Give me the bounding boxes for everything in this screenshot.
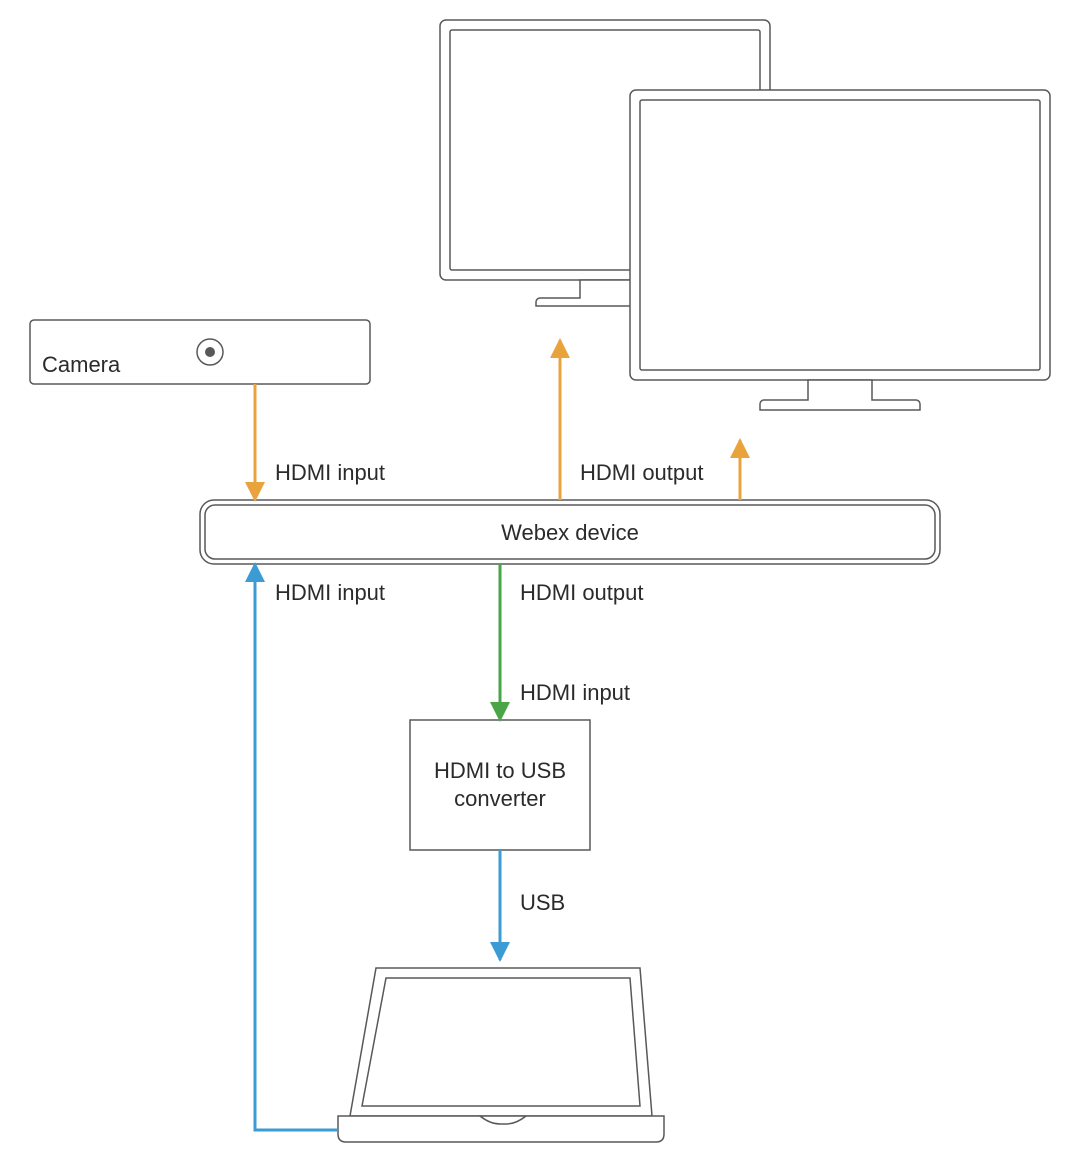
edge-label-webex-to-conv: HDMI output xyxy=(520,580,644,605)
edge-label-webex-to-mon1: HDMI output xyxy=(580,460,704,485)
edge-label-laptop-to-webex: HDMI input xyxy=(275,580,385,605)
camera-label: Camera xyxy=(42,352,121,377)
edge-label-cam-to-webex: HDMI input xyxy=(275,460,385,485)
webex-device-node: Webex device xyxy=(200,500,940,564)
edge-label-conv-hdmi-in: HDMI input xyxy=(520,680,630,705)
webex-device-label: Webex device xyxy=(501,520,639,545)
converter-label-2: converter xyxy=(454,786,546,811)
laptop-node xyxy=(338,968,664,1142)
hdmi-usb-converter-node: HDMI to USB converter xyxy=(410,720,590,850)
edge-laptop-to-webex xyxy=(255,564,338,1130)
edge-label-conv-to-laptop: USB xyxy=(520,890,565,915)
monitor-2 xyxy=(630,90,1050,410)
converter-label-1: HDMI to USB xyxy=(434,758,566,783)
camera-node: Camera xyxy=(30,320,370,384)
